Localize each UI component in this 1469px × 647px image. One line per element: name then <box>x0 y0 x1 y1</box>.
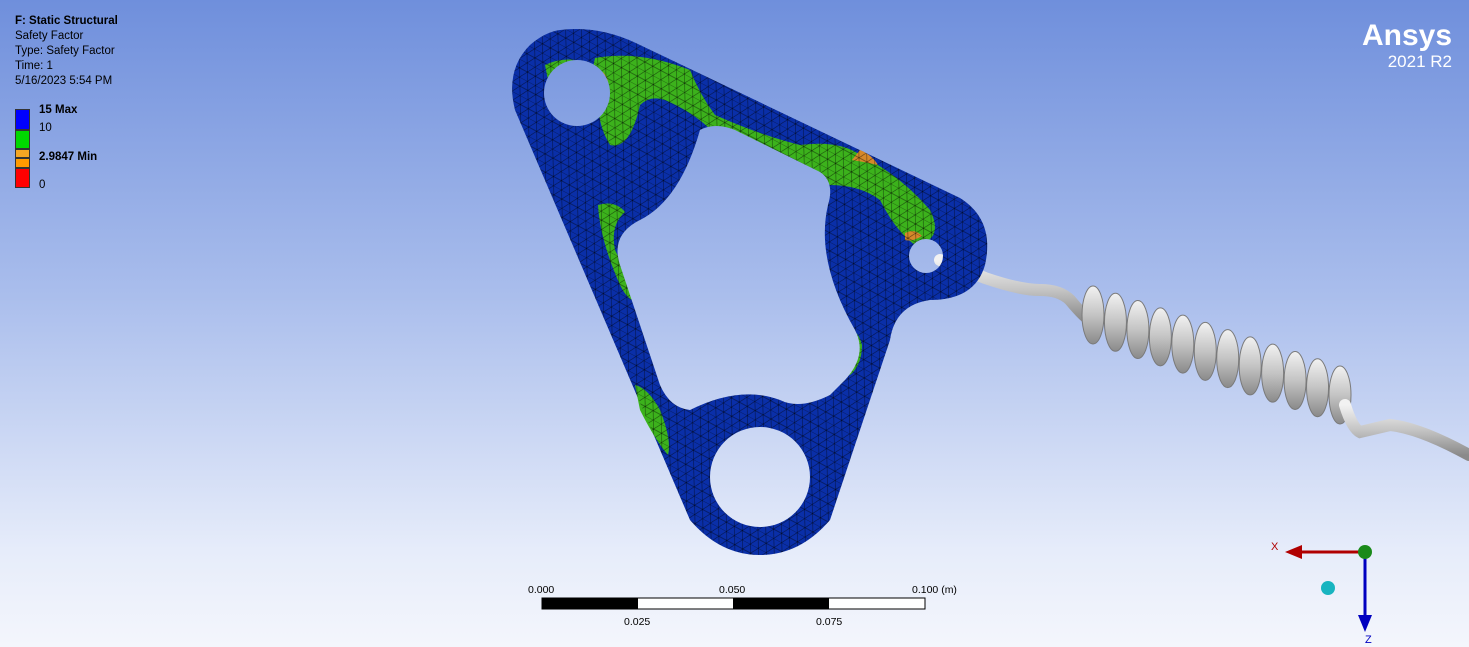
spring-coil <box>1171 314 1195 374</box>
legend-swatch-green <box>15 130 30 149</box>
result-timestamp: 5/16/2023 5:54 PM <box>15 75 113 87</box>
analysis-title: F: Static Structural <box>15 15 118 27</box>
scale-bar: 0.000 0.050 0.100 (m) 0.025 0.075 <box>528 582 970 642</box>
spring-coil <box>1103 292 1127 352</box>
spring-coil <box>1238 336 1262 396</box>
spring-coil <box>1261 343 1285 403</box>
brand-name: Ansys <box>1361 19 1452 52</box>
legend-swatch-blue <box>15 109 30 130</box>
scale-bar-graphic <box>541 597 926 610</box>
legend-label-10: 10 <box>39 122 52 134</box>
triad-graphic <box>1285 545 1372 632</box>
spring-coil <box>1126 300 1150 360</box>
scale-label-075: 0.075 <box>816 616 843 628</box>
triad-x-label: X <box>1271 541 1279 553</box>
spring-coil <box>1081 285 1105 345</box>
scale-label-050: 0.050 <box>719 584 746 596</box>
spring-coil <box>1148 307 1172 367</box>
spring-coil <box>1216 329 1240 389</box>
legend-label-0: 0 <box>39 179 46 191</box>
ansys-logo: Ansys 2021 R2 <box>1362 20 1452 72</box>
result-type: Type: Safety Factor <box>15 45 115 57</box>
scale-label-0: 0.000 <box>528 584 555 596</box>
result-info: F: Static Structural Safety Factor Type:… <box>15 14 118 89</box>
scale-label-025: 0.025 <box>624 616 651 628</box>
result-name: Safety Factor <box>15 30 84 42</box>
axis-triad[interactable]: X Z <box>1260 530 1390 647</box>
bracket-part[interactable] <box>512 29 988 555</box>
result-time: Time: 1 <box>15 60 53 72</box>
legend-swatch-red <box>15 168 30 188</box>
spring-coil <box>1306 358 1330 418</box>
spring-coil <box>1193 321 1217 381</box>
brand-version: 2021 R2 <box>1387 52 1452 71</box>
legend-swatch-orange <box>15 158 30 168</box>
legend-swatch-orange-light <box>15 149 30 158</box>
legend-label-max: 15 Max <box>39 104 78 116</box>
spring-wire <box>934 254 1469 461</box>
triad-z-label: Z <box>1365 634 1372 646</box>
scale-label-100: 0.100 (m) <box>912 584 957 596</box>
spring-coil <box>1283 350 1307 410</box>
legend-label-min: 2.9847 Min <box>39 151 98 163</box>
